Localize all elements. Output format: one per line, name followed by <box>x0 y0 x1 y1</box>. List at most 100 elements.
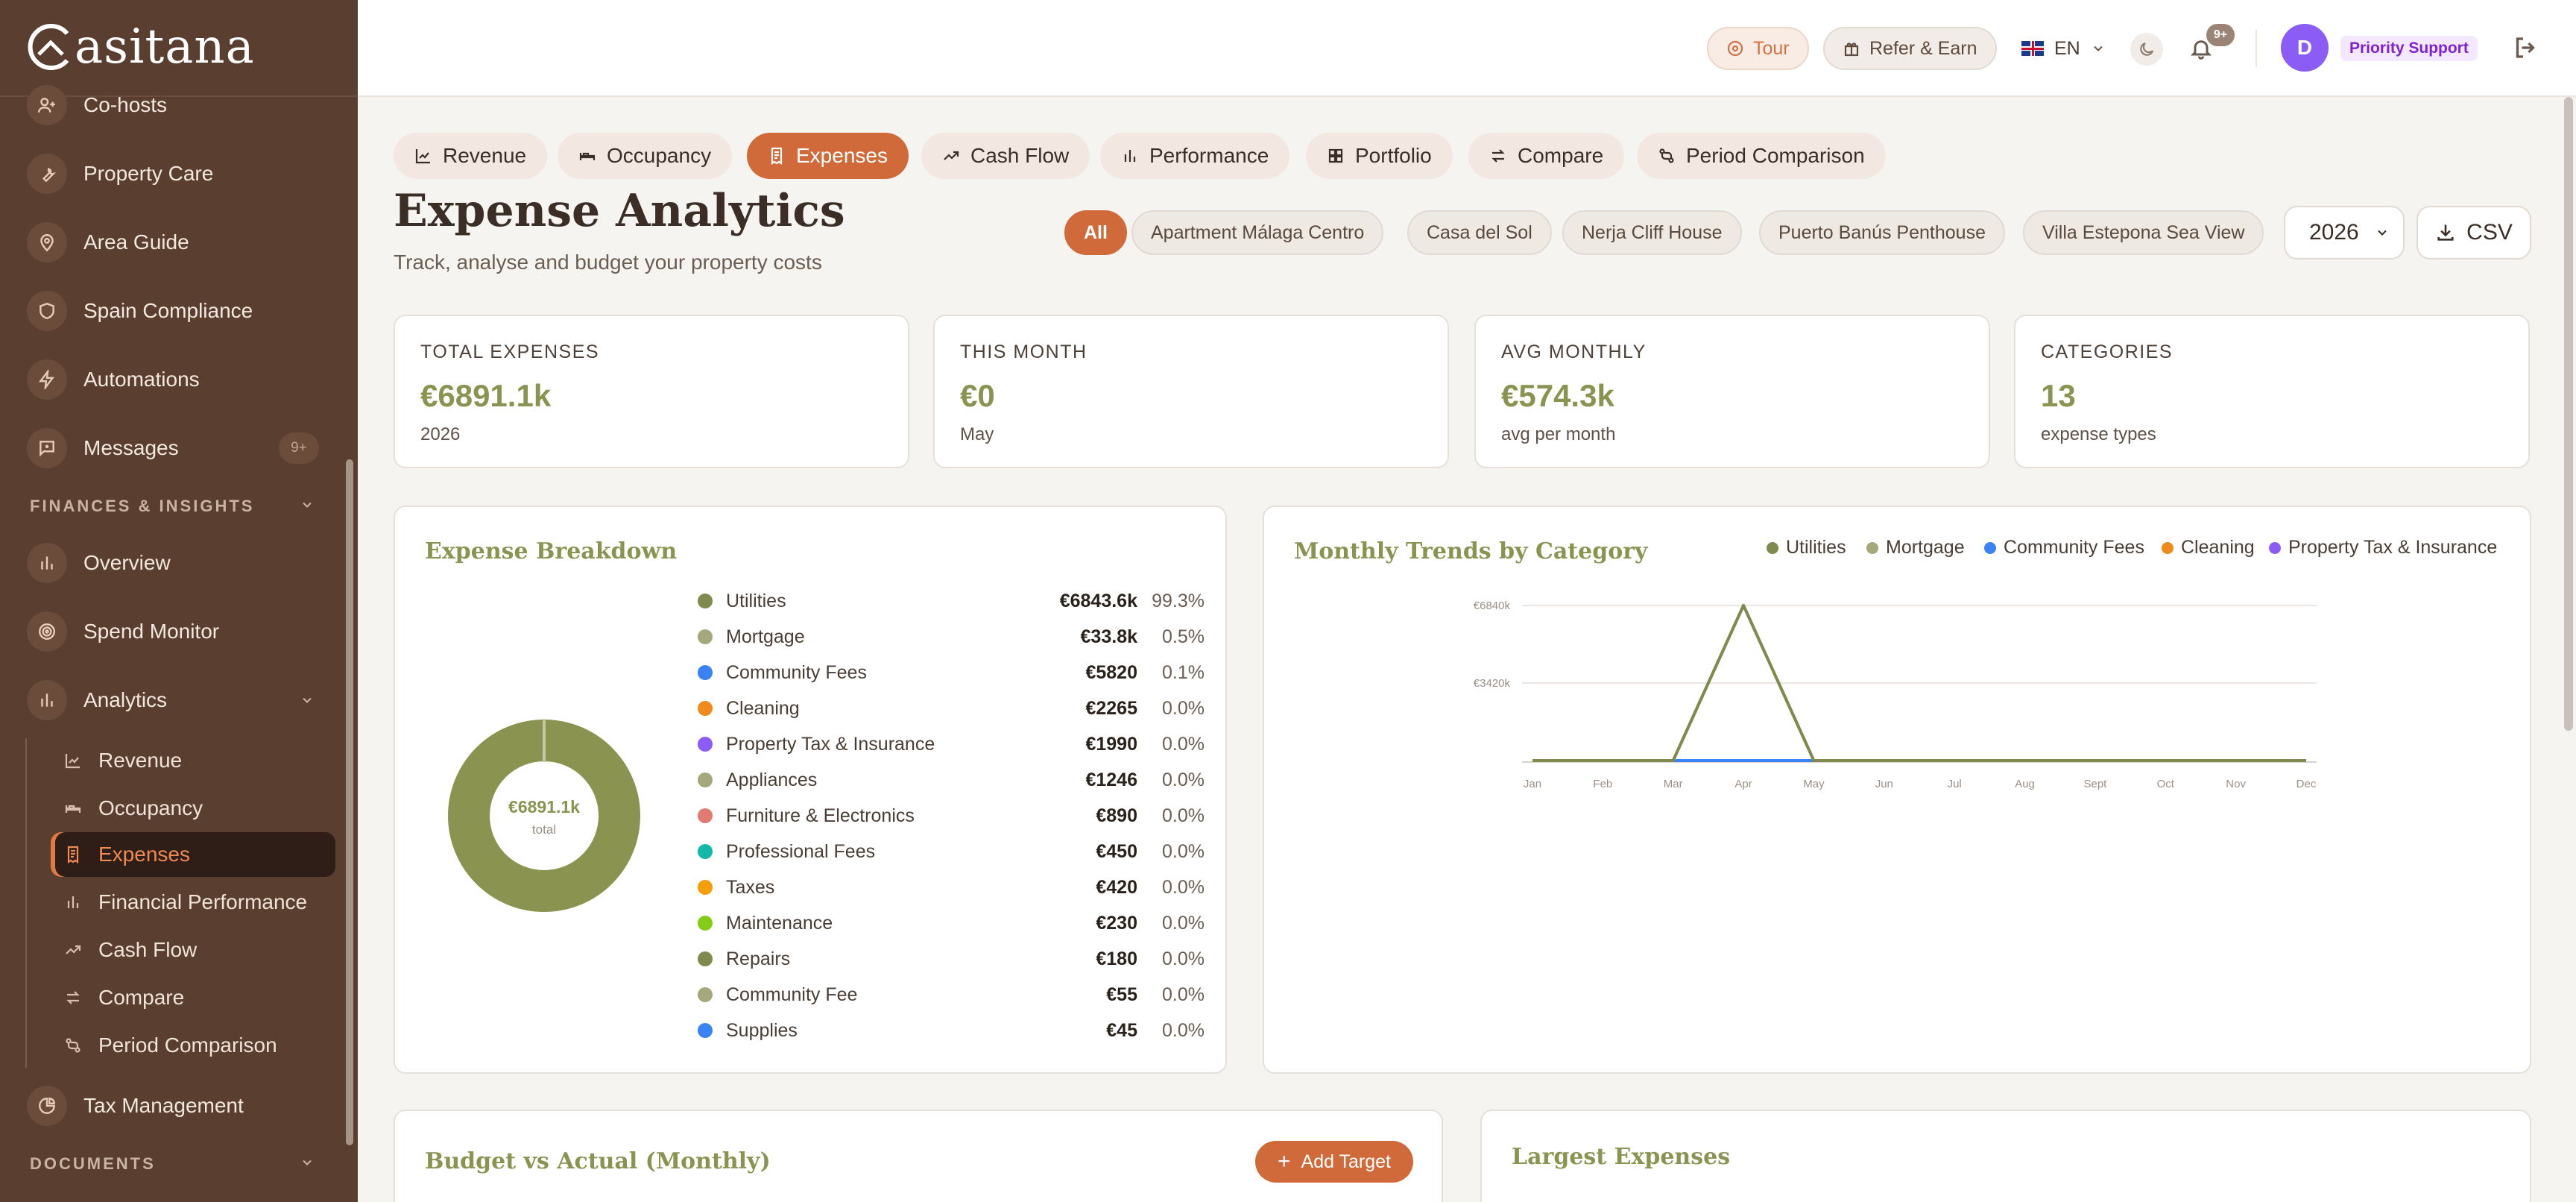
filter-chip-property[interactable]: Puerto Banús Penthouse <box>1759 210 2005 255</box>
section-documents[interactable]: DOCUMENTS <box>30 1154 156 1173</box>
chevron-down-icon[interactable] <box>300 1155 315 1170</box>
x-tick-label: Apr <box>1734 778 1752 790</box>
stat-value: €0 <box>960 378 995 413</box>
grid-icon <box>1328 148 1343 163</box>
divider <box>2255 30 2257 67</box>
filter-chip-property[interactable]: Nerja Cliff House <box>1562 210 1742 255</box>
bed-icon <box>65 805 81 813</box>
x-tick-label: Mar <box>1664 778 1683 790</box>
tab-period-comparison[interactable]: Period Comparison <box>1637 133 1886 179</box>
category-name: Cleaning <box>726 697 800 719</box>
legend-dot <box>2269 541 2281 554</box>
sidebar-item-area-guide[interactable]: Area Guide <box>27 216 189 268</box>
sidebar-item-overview[interactable]: Overview <box>27 537 171 589</box>
brand-logo[interactable]: asitana <box>24 16 255 78</box>
notification-count-badge: 9+ <box>2206 24 2235 46</box>
priority-support-badge[interactable]: Priority Support <box>2340 36 2478 61</box>
year-select[interactable]: 2026 <box>2284 206 2405 259</box>
notifications-button[interactable] <box>2182 30 2220 67</box>
category-color-dot <box>698 951 713 966</box>
git-compare-icon <box>66 1038 80 1053</box>
csv-export-button[interactable]: CSV <box>2416 206 2531 259</box>
sidebar-item-label: Property Care <box>83 162 214 185</box>
trend-legend-item[interactable]: Cleaning <box>2162 537 2255 558</box>
category-percent: 0.0% <box>1162 876 1205 898</box>
subnav-revenue[interactable]: Revenue <box>51 738 335 783</box>
trend-line-icon <box>65 754 80 769</box>
tab-expenses[interactable]: Expenses <box>747 133 909 179</box>
chevron-down-icon[interactable] <box>300 693 315 708</box>
sidebar-item-spain-compliance[interactable]: Spain Compliance <box>27 285 253 337</box>
trend-legend-item[interactable]: Mortgage <box>1866 537 1965 558</box>
bar-chart-icon <box>1124 150 1136 162</box>
stat-value: €574.3k <box>1501 378 1614 413</box>
tour-button[interactable]: Tour <box>1707 27 1809 70</box>
subnav-compare[interactable]: Compare <box>51 975 335 1020</box>
category-color-dot <box>698 629 713 644</box>
budget-vs-actual-title: Budget vs Actual (Monthly) <box>425 1148 771 1174</box>
stat-sub: 2026 <box>420 424 461 444</box>
category-color-dot <box>698 808 713 823</box>
tab-label: Expenses <box>796 144 888 167</box>
tab-compare[interactable]: Compare <box>1468 133 1625 179</box>
category-name: Furniture & Electronics <box>726 805 915 826</box>
shield-icon <box>27 291 67 331</box>
breakdown-row: Appliances €1246 0.0% <box>698 762 1205 798</box>
sidebar-item-messages[interactable]: Messages <box>27 422 179 474</box>
trend-legend-item[interactable]: Utilities <box>1767 537 1846 558</box>
trend-legend-item[interactable]: Property Tax & Insurance <box>2269 537 2497 558</box>
subnav-cash-flow[interactable]: Cash Flow <box>51 928 335 972</box>
tab-occupancy[interactable]: Occupancy <box>558 133 733 179</box>
subnav-occupancy[interactable]: Occupancy <box>51 786 335 831</box>
trend-line-icon <box>415 149 430 164</box>
tab-cash-flow[interactable]: Cash Flow <box>921 133 1090 179</box>
sidebar-item-label: Spend Monitor <box>83 620 220 643</box>
avatar[interactable]: D <box>2281 24 2329 72</box>
sidebar-item-spend-monitor[interactable]: Spend Monitor <box>27 605 219 658</box>
sidebar-item-analytics[interactable]: Analytics <box>27 674 167 726</box>
add-target-button[interactable]: + Add Target <box>1255 1141 1413 1183</box>
refer-earn-button[interactable]: Refer & Earn <box>1823 27 1997 70</box>
subnav-financial-performance[interactable]: Financial Performance <box>51 880 335 925</box>
sidebar-item-co-hosts[interactable]: Co-hosts <box>27 79 167 131</box>
sidebar-item-label: Area Guide <box>83 230 189 254</box>
expense-breakdown-title: Expense Breakdown <box>425 538 678 564</box>
csv-label: CSV <box>2466 220 2513 245</box>
page-subtitle: Track, analyse and budget your property … <box>394 251 822 274</box>
sidebar-item-tax-management[interactable]: Tax Management <box>27 1080 244 1132</box>
stat-card-total-expenses: TOTAL EXPENSES €6891.1k 2026 <box>394 315 909 468</box>
language-select[interactable]: EN <box>2021 27 2106 70</box>
section-finances-insights[interactable]: FINANCES & INSIGHTS <box>30 497 255 515</box>
filter-chip-property[interactable]: Casa del Sol <box>1407 210 1552 255</box>
tab-performance[interactable]: Performance <box>1100 133 1290 179</box>
bed-icon <box>579 152 596 160</box>
category-name: Mortgage <box>726 626 805 647</box>
stat-label: CATEGORIES <box>2041 342 2174 362</box>
series-line-utilities[interactable] <box>1532 603 2306 762</box>
category-value: €33.8k <box>1080 626 1137 647</box>
filter-chip-property[interactable]: Villa Estepona Sea View <box>2023 210 2264 255</box>
filter-chip-property[interactable]: Apartment Málaga Centro <box>1131 210 1384 255</box>
chevron-down-icon <box>2093 45 2103 51</box>
receipt-icon <box>67 846 79 863</box>
sidebar-item-property-care[interactable]: Property Care <box>27 148 213 200</box>
sidebar-item-automations[interactable]: Automations <box>27 353 200 406</box>
page-scrollbar[interactable] <box>2564 97 2573 731</box>
trend-legend-item[interactable]: Community Fees <box>1984 537 2144 558</box>
subnav-expenses[interactable]: Expenses <box>51 832 335 877</box>
category-value: €2265 <box>1085 697 1137 719</box>
subnav-period-comparison[interactable]: Period Comparison <box>51 1023 335 1068</box>
stat-value: 13 <box>2041 378 2076 413</box>
theme-toggle-button[interactable] <box>2130 33 2163 66</box>
sidebar-scrollbar[interactable] <box>346 459 353 1145</box>
expense-breakdown-panel <box>394 506 1227 1074</box>
chevron-down-icon[interactable] <box>300 497 315 512</box>
tab-portfolio[interactable]: Portfolio <box>1306 133 1453 179</box>
filter-chip-all[interactable]: All <box>1064 210 1127 255</box>
tab-revenue[interactable]: Revenue <box>394 133 548 179</box>
legend-label: Utilities <box>1786 537 1846 558</box>
legend-dot <box>1767 541 1778 554</box>
logout-button[interactable] <box>2512 34 2542 64</box>
category-color-dot <box>698 844 713 859</box>
uk-flag-icon <box>2021 41 2044 56</box>
